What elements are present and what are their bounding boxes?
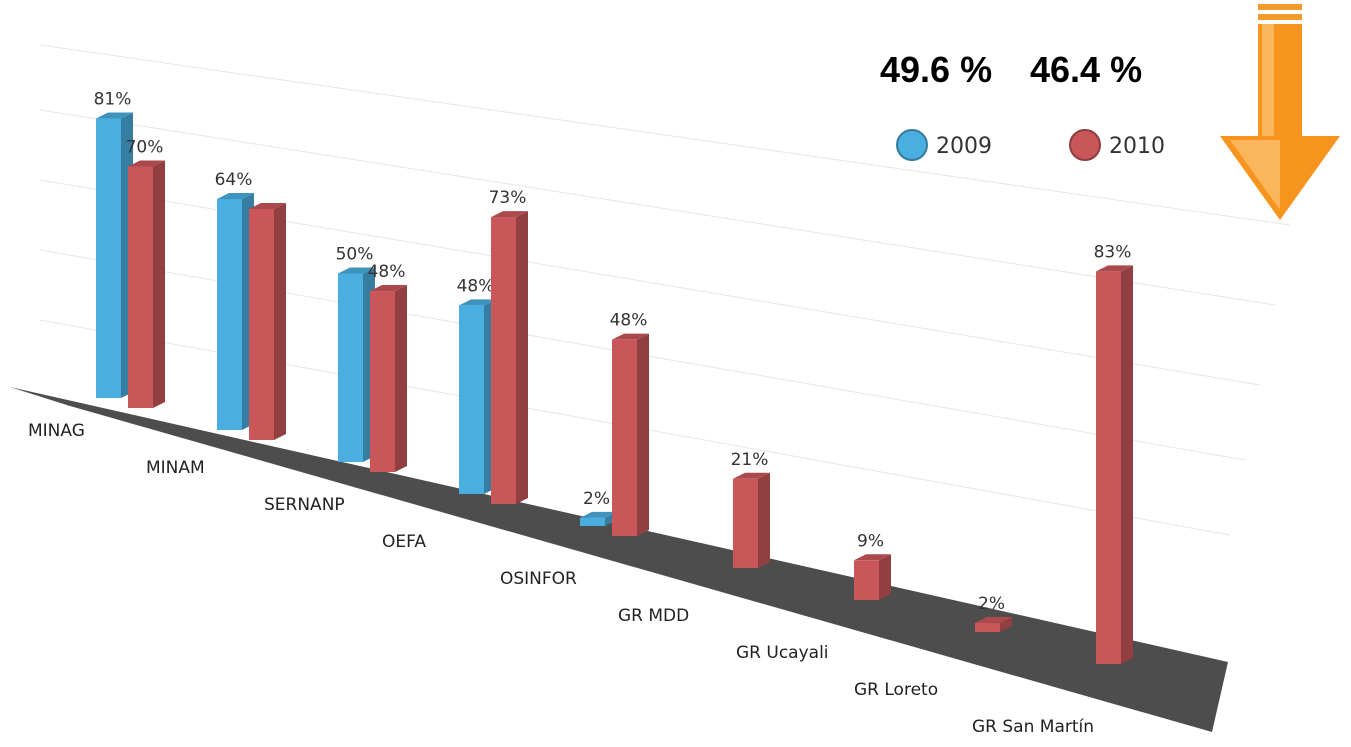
bar: [459, 299, 496, 494]
bar-side: [1000, 616, 1012, 632]
bar-side: [516, 211, 528, 505]
data-label: 73%: [489, 188, 527, 208]
bar-front: [975, 622, 1000, 632]
bar-top: [612, 333, 649, 340]
bar-side: [879, 554, 891, 600]
bar-top: [459, 299, 496, 306]
bar-side: [637, 333, 649, 536]
bar-front: [370, 291, 395, 472]
x-tick-label: OEFA: [382, 532, 426, 552]
data-label: 70%: [126, 138, 164, 158]
bar-top: [217, 192, 254, 199]
bar: [491, 211, 528, 505]
bar-top: [733, 472, 770, 479]
bar-top: [96, 112, 133, 119]
bar-front: [491, 217, 516, 505]
bar-top: [854, 554, 891, 561]
data-label: 48%: [610, 311, 648, 331]
bar: [733, 472, 770, 568]
x-tick-label: GR Loreto: [854, 680, 938, 700]
data-label: 48%: [457, 276, 495, 296]
bar-side: [1121, 265, 1133, 664]
bar: [217, 192, 254, 430]
bar-front: [96, 118, 121, 399]
legend-swatch: [896, 129, 928, 161]
bar: [370, 285, 407, 472]
bar: [249, 202, 286, 440]
bar: [128, 160, 165, 408]
bar-top: [491, 211, 528, 218]
bar-top: [338, 267, 375, 274]
bar-top: [975, 616, 1012, 623]
bar-front: [128, 166, 153, 408]
bar-top: [1096, 265, 1133, 272]
x-tick-label: OSINFOR: [500, 569, 577, 589]
bar-side: [395, 285, 407, 472]
data-label: 48%: [368, 262, 406, 282]
data-label: 64%: [215, 170, 253, 190]
data-label: 2%: [583, 489, 610, 509]
x-tick-label: GR San Martín: [972, 717, 1094, 737]
annotation: 49.6 %: [880, 49, 992, 90]
data-label: 21%: [731, 450, 769, 470]
bar-front: [612, 339, 637, 536]
bar-front: [338, 273, 363, 462]
data-label: 50%: [336, 245, 374, 265]
legend-label: 2010: [1109, 134, 1165, 159]
data-label: 2%: [978, 594, 1005, 614]
bar-top: [128, 160, 165, 167]
bar: [854, 554, 891, 600]
x-tick-label: SERNANP: [264, 495, 345, 515]
data-label: 83%: [1094, 242, 1132, 262]
bar: [338, 267, 375, 462]
bar: [1096, 265, 1133, 664]
bar-front: [249, 208, 274, 440]
floor: [10, 387, 1228, 732]
data-label: 81%: [94, 90, 132, 110]
data-label: 9%: [857, 531, 884, 551]
bar-front: [580, 517, 605, 526]
bar-front: [733, 478, 758, 568]
bar: [975, 616, 1012, 632]
bar-side: [153, 160, 165, 408]
x-tick-label: GR Ucayali: [736, 643, 829, 663]
bar-side: [274, 202, 286, 440]
bar-top: [580, 511, 617, 518]
arrow-icon: [1220, 4, 1340, 220]
bar-front: [1096, 271, 1121, 664]
legend-label: 2009: [936, 134, 992, 159]
bar-front: [217, 198, 242, 430]
x-tick-label: MINAG: [28, 421, 85, 441]
legend-swatch: [1069, 129, 1101, 161]
bar: [612, 333, 649, 536]
bar-front: [854, 560, 879, 600]
bar-front: [459, 305, 484, 494]
bar-side: [758, 472, 770, 568]
x-tick-label: GR MDD: [618, 606, 689, 626]
bar-top: [370, 285, 407, 292]
annotation: 46.4 %: [1030, 49, 1142, 90]
x-tick-label: MINAM: [146, 458, 205, 478]
bar-top: [249, 202, 286, 209]
